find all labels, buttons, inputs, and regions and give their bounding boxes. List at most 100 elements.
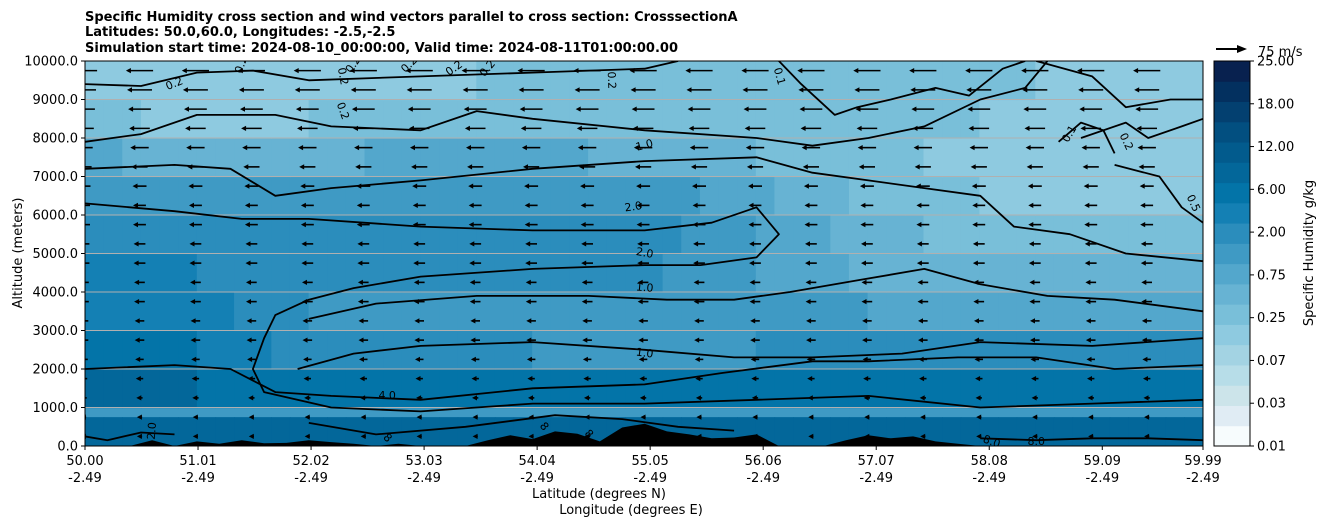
humidity-cell (215, 61, 235, 101)
wind-vector-head (243, 164, 249, 170)
wind-vector (237, 68, 265, 74)
humidity-cell (1165, 176, 1185, 216)
wind-vector (750, 318, 760, 324)
wind-vector-head (410, 145, 415, 151)
wind-vector-head (972, 260, 978, 266)
wind-vector-head (579, 164, 584, 170)
humidity-cell (439, 61, 459, 101)
humidity-cell (289, 417, 310, 446)
wind-vector (298, 145, 317, 151)
wind-vector (85, 243, 90, 245)
wind-vector (189, 202, 202, 208)
x-tick-label-longitude: -2.49 (68, 471, 102, 486)
wind-vector (917, 279, 929, 285)
wind-vector (805, 299, 817, 305)
wind-vector (471, 376, 479, 382)
humidity-cell (1128, 369, 1148, 409)
wind-vector (636, 222, 650, 228)
humidity-cell (662, 138, 682, 178)
contour-label: 12.0 (144, 422, 159, 448)
wind-vector-head (862, 356, 868, 362)
wind-vector-head (471, 376, 477, 382)
humidity-cell (774, 369, 794, 409)
wind-vector (468, 202, 482, 208)
humidity-cell (103, 253, 123, 293)
wind-vector (303, 376, 311, 382)
humidity-cell (550, 99, 571, 139)
wind-vector (806, 318, 816, 324)
wind-vector-head (917, 299, 923, 305)
humidity-cell (848, 215, 869, 255)
humidity-cell (196, 176, 217, 216)
humidity-cell (923, 330, 943, 370)
wind-vector (469, 241, 482, 247)
wind-vector-head (73, 126, 78, 131)
wind-vector-head (582, 356, 588, 362)
humidity-cell (122, 330, 142, 370)
y-tick-label: 3000.0 (33, 324, 79, 339)
wind-vector (359, 356, 368, 362)
wind-vector (245, 260, 258, 266)
wind-vector-head (358, 337, 364, 343)
humidity-cell (85, 215, 105, 255)
wind-vector-head (582, 318, 588, 324)
humidity-cell (159, 417, 179, 446)
humidity-cell (904, 99, 925, 139)
humidity-cell (439, 99, 459, 139)
wind-vector (1027, 183, 1042, 189)
wind-vector-head (357, 299, 363, 305)
wind-vector (1140, 202, 1154, 208)
wind-vector-head (408, 125, 414, 131)
humidity-cell (364, 292, 384, 332)
humidity-cell (383, 417, 403, 446)
wind-vector (639, 376, 647, 382)
wind-vector (581, 299, 593, 305)
wind-vector (853, 68, 881, 74)
wind-vector-head (1141, 299, 1147, 305)
y-tick-label: 6000.0 (33, 209, 79, 224)
wind-vector-head (1030, 356, 1036, 362)
humidity-cell (662, 292, 682, 332)
colorbar-band (1214, 304, 1250, 325)
wind-vector (1084, 222, 1098, 228)
humidity-cell (793, 61, 813, 101)
wind-vector-head (748, 183, 753, 189)
humidity-cell (718, 369, 738, 409)
wind-vector (244, 183, 259, 189)
wind-vector (972, 222, 986, 228)
wind-vector (1030, 318, 1040, 324)
wind-vector-head (75, 164, 80, 169)
wind-vector-head (242, 145, 248, 151)
humidity-cell (439, 215, 459, 255)
wind-vector-head (805, 299, 811, 305)
wind-vector (805, 241, 817, 247)
wind-vector-head (302, 299, 307, 305)
humidity-cell (662, 215, 682, 255)
wind-vector (238, 87, 264, 93)
wind-vector-head (861, 241, 866, 247)
contour-line-12.0 (85, 431, 175, 442)
wind-vector (693, 299, 705, 305)
wind-vector (1134, 87, 1160, 93)
wind-vector-head (472, 433, 478, 439)
humidity-cell (252, 99, 272, 139)
humidity-cell (811, 369, 831, 409)
wind-vector (303, 356, 312, 362)
wind-vector-head (1139, 183, 1145, 189)
wind-vector-head (518, 87, 524, 93)
humidity-cell (439, 292, 459, 332)
humidity-cell (588, 417, 608, 446)
wind-vector (462, 87, 488, 93)
humidity-cell (401, 330, 421, 370)
colorbar-frame (1213, 60, 1251, 447)
humidity-cell (178, 330, 198, 370)
colorbar-band (1214, 121, 1250, 143)
humidity-cell (606, 330, 626, 370)
wind-reference-arrowhead (1237, 45, 1247, 53)
humidity-cell (420, 253, 440, 293)
wind-vector-head (184, 106, 189, 112)
humidity-cell (271, 253, 291, 293)
humidity-cell (1072, 61, 1092, 101)
contour-line-1.0 (308, 268, 1203, 320)
humidity-cell (1109, 176, 1130, 216)
